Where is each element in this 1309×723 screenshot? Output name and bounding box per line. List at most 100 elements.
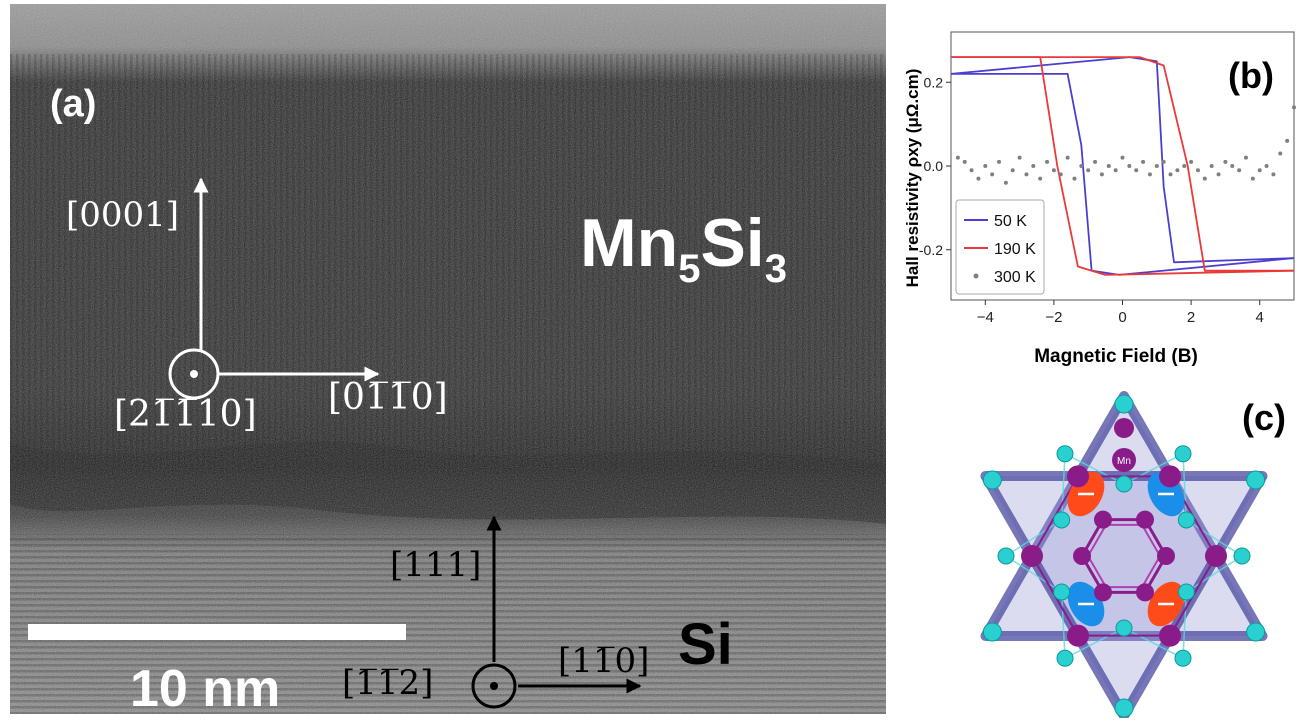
series-300k-point <box>1257 168 1262 173</box>
series-300k-point <box>1237 168 1242 173</box>
mn-atom <box>1159 624 1181 647</box>
mn-atom-label: Mn <box>1117 456 1131 467</box>
series-300k-point <box>1086 168 1091 173</box>
series-300k-point <box>969 168 974 173</box>
series-300k-point <box>1209 164 1214 168</box>
si-atom <box>1174 649 1192 667</box>
si-atom <box>1114 698 1134 718</box>
series-300k-point <box>1099 172 1104 177</box>
series-300k-point <box>1134 168 1139 173</box>
mn-atom <box>1094 510 1112 529</box>
si-atom <box>1053 583 1071 601</box>
x-tick-label: −4 <box>977 309 994 326</box>
series-300k-point <box>1154 164 1159 168</box>
mn5si3-label: Mn5Si3 <box>580 205 787 291</box>
mn5si3-up-label: [0001] <box>66 195 179 235</box>
si-atom <box>1114 394 1134 414</box>
si-atom <box>1053 511 1071 529</box>
si-bond <box>1185 555 1243 593</box>
mn-atom-labeled <box>1112 448 1136 472</box>
si-out-dot-icon <box>490 682 498 690</box>
panel-a-label: (a) <box>50 83 96 125</box>
series-300k-point <box>1278 151 1283 156</box>
series-190k-down-line <box>951 56 1294 272</box>
series-300k-point <box>976 176 981 181</box>
series-300k-point <box>1113 168 1118 173</box>
series-300k-point <box>990 172 995 177</box>
si-atom <box>1056 649 1074 667</box>
x-tick-label: 4 <box>1256 309 1264 326</box>
legend-label: 50 K <box>994 213 1027 230</box>
chart-ylabel: Hall resistivity ρxy (μΩ.cm) <box>903 69 922 288</box>
legend-swatch <box>973 273 979 279</box>
y-tick-label: 0.0 <box>924 158 944 174</box>
si-out-label: [1̅1̅2] <box>342 663 433 703</box>
series-300k-point <box>983 164 988 168</box>
series-300k-point <box>1072 176 1077 181</box>
si-atom <box>982 470 1002 490</box>
mn-atom <box>1205 545 1227 567</box>
si-bond <box>1123 627 1184 659</box>
series-300k-point <box>1243 155 1248 160</box>
series-300k-point <box>962 159 967 164</box>
panel-a-tem-image: (a) Mn5Si3 [0001] [01̅1̅0] [21̅1̅10] Si … <box>10 4 886 714</box>
series-300k-point <box>1195 168 1200 173</box>
mn-atom <box>1067 465 1089 488</box>
si-bond <box>1005 555 1063 593</box>
series-300k-point <box>1106 164 1111 168</box>
series-300k-point <box>1250 176 1255 181</box>
si-atom <box>997 547 1015 565</box>
si-bond <box>1064 627 1125 659</box>
tem-noise <box>10 4 886 714</box>
series-300k-point <box>1127 164 1132 168</box>
si-atom <box>1177 583 1195 601</box>
mn-atom <box>1159 465 1181 488</box>
si-up-label: [111] <box>390 545 481 585</box>
series-300k-point <box>1161 159 1166 164</box>
series-300k-point <box>955 155 960 160</box>
legend-label: 190 K <box>994 241 1036 258</box>
series-300k-point <box>1031 164 1036 168</box>
series-300k-point <box>1141 159 1146 164</box>
series-300k-point <box>1182 164 1187 168</box>
series-300k-point <box>1058 172 1063 177</box>
series-300k-point <box>1120 155 1125 160</box>
tem-svg: (a) Mn5Si3 [0001] [01̅1̅0] [21̅1̅10] Si … <box>10 4 886 714</box>
crystal-svg: Mn (c) <box>980 391 1286 721</box>
series-300k-point <box>1230 164 1235 168</box>
mn5si3-right-label: [01̅1̅0] <box>328 377 448 418</box>
series-300k-point <box>1264 164 1269 168</box>
scale-bar-label: 10 nm <box>130 660 280 714</box>
series-300k-point <box>1216 172 1221 177</box>
mn-atom <box>1136 510 1154 529</box>
si-atom <box>1246 622 1266 642</box>
mn5si3-out-label: [21̅1̅10] <box>114 394 257 435</box>
mn5si3-out-dot-icon <box>190 370 198 378</box>
x-tick-label: −2 <box>1045 309 1062 326</box>
si-atom <box>1056 445 1074 463</box>
x-tick-label: 2 <box>1187 309 1195 326</box>
series-300k-point <box>1093 159 1098 164</box>
y-tick-label: 0.2 <box>924 74 944 90</box>
series-300k-point <box>1202 176 1207 181</box>
mn-atom <box>1021 545 1043 567</box>
si-bond <box>1005 519 1063 557</box>
mn-atom <box>1073 547 1091 565</box>
series-300k-point <box>1010 168 1015 173</box>
si-atom <box>1174 445 1192 463</box>
si-bond <box>1182 591 1188 659</box>
hall-chart-svg: −4 −2 0 2 4 0.2 0.0 -0.2 50 K 190 K 300 K (b) Mag… <box>903 31 1296 367</box>
series-300k-point <box>1079 164 1084 168</box>
panel-b-hall-chart: −4 −2 0 2 4 0.2 0.0 -0.2 50 K 190 K 300 K (b) Mag… <box>896 0 1309 380</box>
series-300k-point <box>1223 159 1228 164</box>
chart-xlabel: Magnetic Field (B) <box>1034 346 1198 367</box>
series-300k-point <box>1051 168 1056 173</box>
panel-b-label: (b) <box>1228 55 1274 96</box>
chart-legend-box <box>955 199 1045 295</box>
series-300k-point <box>1285 138 1290 143</box>
series-300k-point <box>1045 159 1050 164</box>
si-atom <box>1246 470 1266 490</box>
panel-c-label: (c) <box>1242 397 1286 438</box>
series-300k-point <box>1147 172 1152 177</box>
series-300k-point <box>1292 105 1296 110</box>
